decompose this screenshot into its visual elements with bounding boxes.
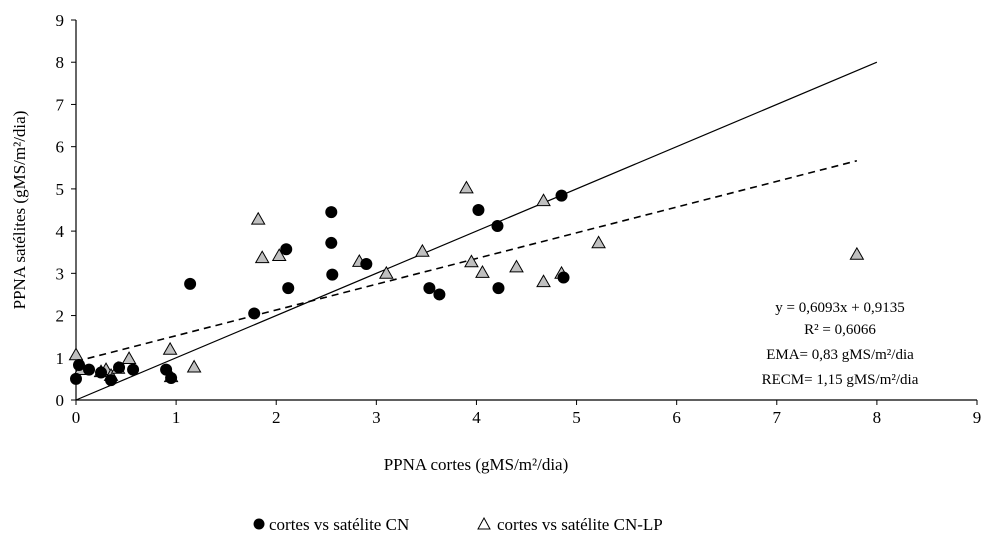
data-point-cn-lp — [186, 359, 202, 373]
y-tick-label: 0 — [56, 391, 65, 410]
data-point-cn — [95, 366, 108, 379]
data-point-cn — [360, 258, 373, 271]
data-point-cn — [472, 204, 485, 216]
data-point-cn — [557, 271, 570, 284]
data-point-cn — [282, 282, 295, 295]
legend: cortes vs satélite CN cortes vs satélite… — [253, 515, 663, 534]
data-point-cn — [184, 277, 197, 290]
legend-label-cn-lp: cortes vs satélite CN-LP — [497, 515, 663, 534]
x-tick-label: 7 — [773, 408, 782, 427]
data-point-cn — [248, 307, 261, 320]
data-point-cn — [433, 288, 446, 301]
regression-annotation: y = 0,6093x + 0,9135 R² = 0,6066 EMA= 0,… — [762, 300, 919, 388]
regression-line — [75, 159, 858, 363]
data-point-cn — [113, 361, 126, 374]
x-tick-label: 5 — [572, 408, 581, 427]
x-tick-label: 1 — [172, 408, 181, 427]
data-point-cn — [492, 282, 505, 295]
x-tick-label: 4 — [472, 408, 481, 427]
data-point-cn — [325, 236, 338, 249]
data-point-cn — [555, 189, 568, 202]
x-tick-label: 2 — [272, 408, 281, 427]
data-point-cn-lp — [271, 248, 287, 261]
data-point-cn — [70, 372, 82, 385]
data-point-cn — [325, 206, 338, 219]
y-tick-label: 2 — [56, 307, 65, 326]
data-point-cn-lp — [121, 351, 137, 364]
tick-labels: 0 1 2 3 4 5 6 7 8 9 0 1 2 3 4 5 6 7 8 9 — [56, 11, 982, 427]
y-tick-label: 3 — [56, 264, 65, 283]
y-tick-label: 6 — [56, 138, 65, 157]
legend-label-cn: cortes vs satélite CN — [269, 515, 409, 534]
data-point-cn-lp — [250, 211, 266, 225]
data-point-cn-lp — [849, 246, 865, 260]
x-tick-label: 8 — [873, 408, 882, 427]
data-point-cn — [280, 243, 293, 256]
trend-lines — [75, 61, 878, 401]
data-point-cn — [83, 363, 96, 376]
data-point-cn-lp — [464, 254, 479, 268]
annotation-recm: RECM= 1,15 gMS/m²/dia — [762, 372, 919, 388]
data-point-cn-lp — [162, 341, 178, 355]
y-tick-label: 9 — [56, 11, 65, 30]
y-tick-label: 5 — [56, 180, 65, 199]
legend-marker-triangle — [477, 516, 491, 530]
data-point-cn-lp — [378, 265, 394, 279]
annotation-ema: EMA= 0,83 gMS/m²/dia — [766, 347, 914, 363]
data-point-cn-lp — [459, 180, 474, 194]
y-tick-label: 4 — [56, 222, 65, 241]
x-axis-title: PPNA cortes (gMS/m²/dia) — [384, 455, 569, 474]
y-tick-label: 8 — [56, 53, 65, 72]
y-tick-label: 7 — [56, 95, 65, 114]
annotation-r2: R² = 0,6066 — [804, 322, 876, 338]
x-tick-label: 0 — [72, 408, 81, 427]
data-point-cn — [127, 363, 140, 376]
data-point-cn — [423, 282, 436, 295]
data-points — [68, 180, 865, 387]
x-tick-label: 6 — [672, 408, 681, 427]
data-point-cn — [105, 374, 118, 387]
y-tick-label: 1 — [56, 349, 65, 368]
identity-line — [75, 61, 878, 401]
x-tick-label: 9 — [973, 408, 982, 427]
x-tick-label: 3 — [372, 408, 381, 427]
data-point-cn-lp — [509, 259, 524, 273]
data-point-cn-lp — [415, 243, 430, 257]
annotation-equation: y = 0,6093x + 0,9135 — [775, 300, 904, 316]
data-point-cn — [73, 358, 86, 371]
axes — [71, 19, 978, 405]
data-point-cn-lp — [591, 235, 606, 249]
data-point-cn-lp — [68, 347, 84, 361]
data-point-cn — [326, 268, 339, 281]
legend-marker-circle — [253, 518, 265, 530]
data-point-cn-lp — [475, 264, 490, 278]
data-point-cn-lp — [254, 250, 270, 264]
y-axis-title: PPNA satélites (gMS/m²/dia) — [10, 111, 29, 310]
data-point-cn-lp — [536, 274, 551, 288]
data-point-cn — [491, 220, 504, 233]
data-point-cn — [165, 372, 178, 385]
data-point-cn-lp — [536, 193, 551, 207]
